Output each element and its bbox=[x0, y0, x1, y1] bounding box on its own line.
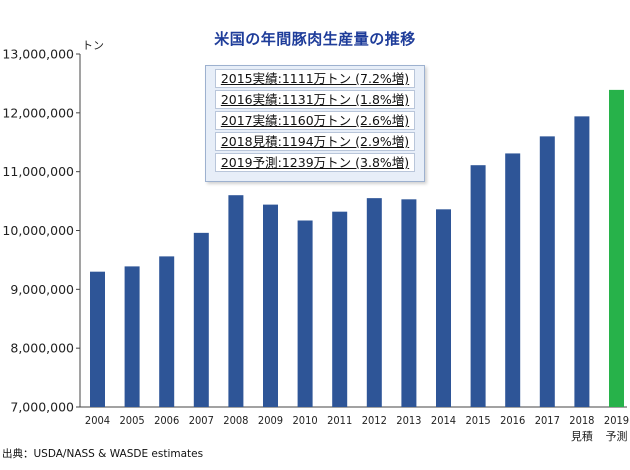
x-tick-label: 2010 bbox=[293, 414, 318, 427]
x-tick-label: 2014 bbox=[431, 414, 456, 427]
bar bbox=[193, 232, 209, 407]
bar bbox=[90, 271, 105, 407]
bar bbox=[505, 153, 521, 407]
bar bbox=[436, 209, 451, 407]
bar bbox=[574, 116, 590, 407]
x-tick-label: 2015 bbox=[466, 414, 491, 427]
annotation-line: 2019予測:1239万トン (3.8%増) bbox=[215, 153, 415, 172]
x-tick-label: 2008 bbox=[223, 414, 248, 427]
x-tick-label: 2005 bbox=[120, 414, 145, 427]
annotation-box: 2015実績:1111万トン (7.2%増) 2016実績:1131万トン (1… bbox=[205, 65, 425, 182]
x-tick-label: 2007 bbox=[189, 414, 214, 427]
y-axis-unit-label: トン bbox=[82, 39, 104, 52]
y-tick-label: 11,000,000 bbox=[2, 164, 74, 179]
annotation-line: 2015実績:1111万トン (7.2%増) bbox=[215, 69, 415, 88]
y-tick-label: 13,000,000 bbox=[2, 47, 74, 62]
x-tick-label: 2019 bbox=[604, 414, 629, 427]
bar bbox=[228, 195, 244, 407]
y-tick-label: 12,000,000 bbox=[2, 105, 74, 120]
bar bbox=[539, 136, 555, 407]
annotation-line: 2018見積:1194万トン (2.9%増) bbox=[215, 132, 415, 151]
bar bbox=[159, 256, 175, 407]
x-tick-label: 2018 bbox=[569, 414, 594, 427]
y-tick-label: 7,000,000 bbox=[10, 400, 74, 415]
y-tick-label: 10,000,000 bbox=[2, 223, 74, 238]
bar bbox=[124, 266, 140, 407]
x-tick-label: 2012 bbox=[362, 414, 387, 427]
bar bbox=[263, 204, 278, 407]
bar bbox=[401, 199, 417, 407]
bar bbox=[366, 198, 382, 407]
x-tick-label: 2009 bbox=[258, 414, 283, 427]
bar bbox=[332, 211, 348, 407]
annotation-line: 2016実績:1131万トン (1.8%増) bbox=[215, 90, 415, 109]
y-tick-label: 8,000,000 bbox=[10, 341, 74, 356]
bar bbox=[609, 89, 624, 407]
bar bbox=[470, 165, 486, 407]
x-tick-label: 2017 bbox=[535, 414, 560, 427]
source-note: 出典：USDA/NASS & WASDE estimates bbox=[2, 448, 204, 460]
x-tick-sublabel: 見積 bbox=[571, 429, 593, 443]
x-tick-label: 2016 bbox=[500, 414, 525, 427]
annotation-line: 2017実績:1160万トン (2.6%増) bbox=[215, 111, 415, 130]
y-tick-label: 9,000,000 bbox=[10, 282, 74, 297]
x-tick-label: 2011 bbox=[327, 414, 352, 427]
x-tick-label: 2006 bbox=[154, 414, 179, 427]
x-tick-label: 2013 bbox=[396, 414, 421, 427]
bar bbox=[297, 220, 313, 407]
x-tick-label: 2004 bbox=[85, 414, 110, 427]
chart-title: 米国の年間豚肉生産量の推移 bbox=[214, 30, 416, 48]
x-tick-sublabel: 予測 bbox=[606, 429, 628, 443]
